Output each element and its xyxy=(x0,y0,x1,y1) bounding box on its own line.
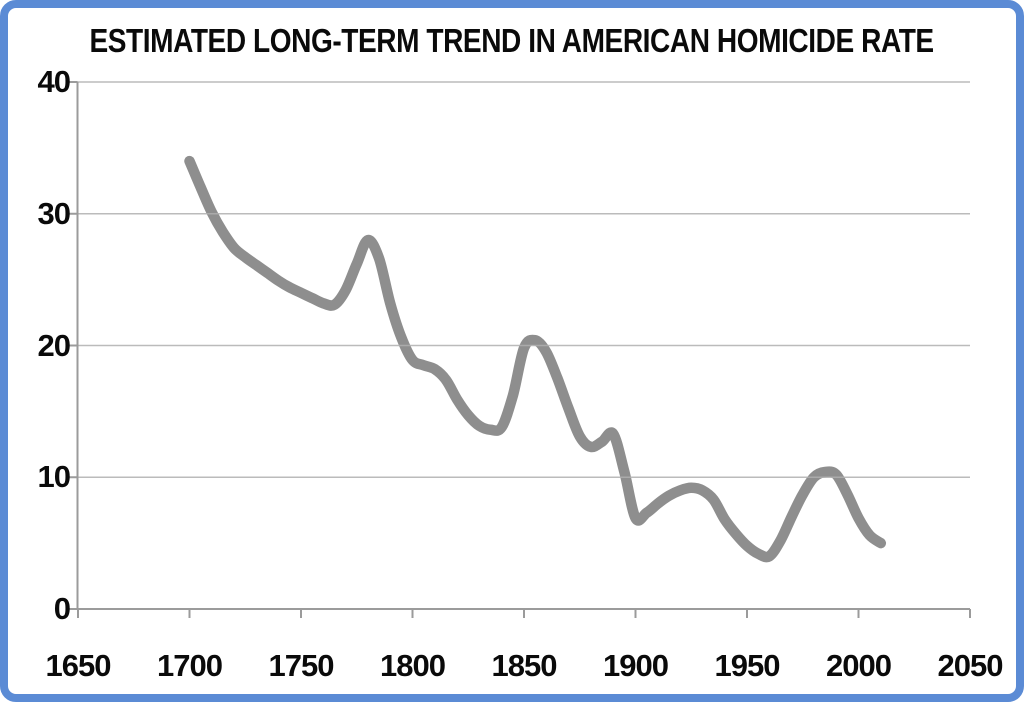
x-tick-label-1700: 1700 xyxy=(157,648,223,683)
trend-line xyxy=(184,155,887,563)
x-tick-label-2000: 2000 xyxy=(826,648,892,683)
x-tick-label-1800: 1800 xyxy=(380,648,446,683)
y-tick-label-10: 10 xyxy=(37,459,71,495)
chart-title-text: ESTIMATED LONG-TERM TREND IN AMERICAN HO… xyxy=(89,22,935,59)
x-tick-label-2050: 2050 xyxy=(937,648,1004,683)
y-tick-label-20: 20 xyxy=(37,327,71,363)
y-tick-label-0: 0 xyxy=(53,591,71,626)
x-tick-label-1900: 1900 xyxy=(603,648,669,683)
x-tick-label-1650: 1650 xyxy=(45,648,112,683)
y-tick-label-30: 30 xyxy=(37,195,71,231)
chart-title: ESTIMATED LONG-TERM TREND IN AMERICAN HO… xyxy=(8,22,1016,60)
y-tick-label-40: 40 xyxy=(37,64,71,99)
x-tick-label-1950: 1950 xyxy=(714,648,781,683)
x-tick-label-1850: 1850 xyxy=(491,648,558,683)
x-tick-label-1750: 1750 xyxy=(268,648,335,683)
